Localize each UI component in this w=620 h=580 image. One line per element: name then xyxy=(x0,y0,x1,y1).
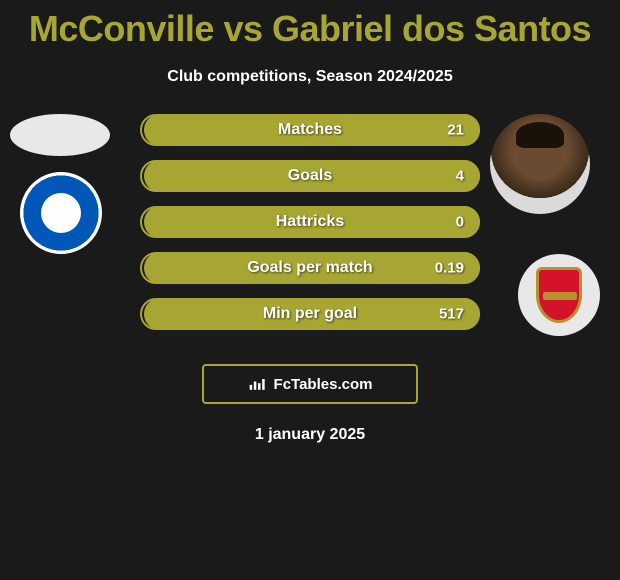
left-player-avatar xyxy=(10,114,110,156)
bar-label: Matches xyxy=(142,121,478,139)
attribution-box: FcTables.com xyxy=(202,364,418,404)
bar-label: Goals xyxy=(142,167,478,185)
left-club-badge xyxy=(20,172,102,254)
bar-label: Hattricks xyxy=(142,213,478,231)
chart-icon xyxy=(248,376,268,392)
bar-hattricks: Hattricks 0 xyxy=(140,206,480,238)
bar-matches: Matches 21 xyxy=(140,114,480,146)
page-title: McConville vs Gabriel dos Santos xyxy=(0,0,620,50)
stat-bars: Matches 21 Goals 4 Hattricks 0 Goals per… xyxy=(140,114,480,344)
comparison-area: Matches 21 Goals 4 Hattricks 0 Goals per… xyxy=(0,114,620,354)
bar-value-right: 517 xyxy=(439,306,464,323)
bar-value-right: 0.19 xyxy=(435,260,464,277)
right-player-avatar xyxy=(490,114,590,214)
bar-label: Min per goal xyxy=(142,305,478,323)
subtitle: Club competitions, Season 2024/2025 xyxy=(0,68,620,86)
date-line: 1 january 2025 xyxy=(0,426,620,444)
right-club-badge xyxy=(518,254,600,336)
bar-value-right: 0 xyxy=(456,214,464,231)
attribution-text: FcTables.com xyxy=(274,376,373,393)
bar-min-per-goal: Min per goal 517 xyxy=(140,298,480,330)
bar-value-right: 21 xyxy=(447,122,464,139)
bar-label: Goals per match xyxy=(142,259,478,277)
bar-goals-per-match: Goals per match 0.19 xyxy=(140,252,480,284)
bar-value-right: 4 xyxy=(456,168,464,185)
bar-goals: Goals 4 xyxy=(140,160,480,192)
